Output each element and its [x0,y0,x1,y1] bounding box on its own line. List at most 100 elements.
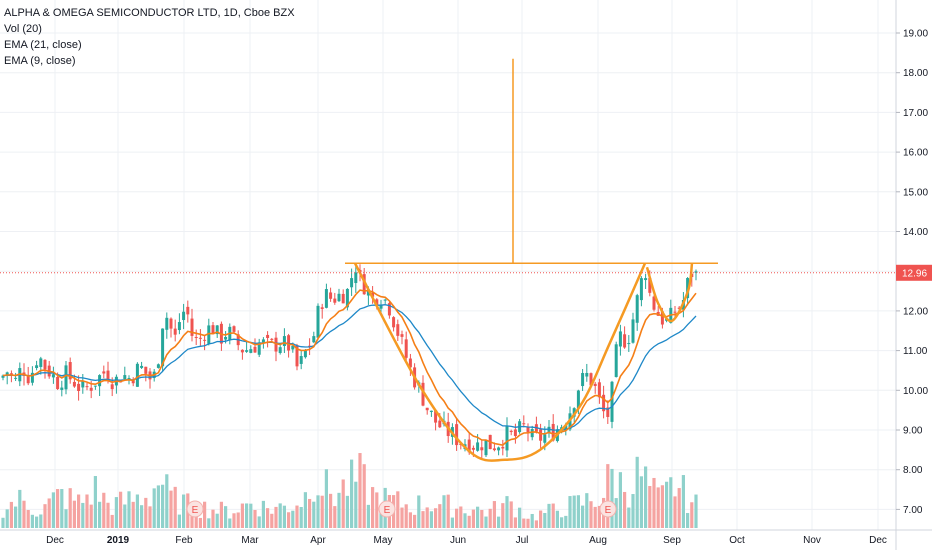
volume-bar [686,513,690,528]
volume-bar [266,508,270,528]
volume-bar [681,475,685,528]
legend-vol[interactable]: Vol (20) [4,23,42,35]
volume-bar [513,517,517,528]
volume-bar [606,464,610,528]
volume-bar [555,510,559,528]
volume-bar [669,477,673,528]
volume-bar [459,506,463,528]
volume-bar [471,509,475,528]
candle-body [14,377,18,379]
volume-bar [81,502,85,528]
volume-bar [18,489,22,528]
handle-curve [645,263,694,323]
candle-body [177,322,181,331]
candle-body [85,386,89,388]
volume-bar [215,513,219,528]
volume-bar [488,508,492,528]
candle-body [564,425,568,431]
candle-body [295,345,299,367]
volume-bar [144,497,148,528]
candle-body [350,278,354,288]
candle-body [572,408,576,417]
volume-bar [631,494,635,528]
price-tick-label: 19.00 [903,29,928,40]
candle-body [434,410,438,423]
candle-body [341,293,345,304]
volume-bar [51,492,55,528]
volume-bar [299,506,303,528]
candle-body [513,429,517,436]
candle-body [530,429,534,438]
ema9-line [2,289,697,446]
earnings-marker-label: E [605,505,612,516]
candle-body [597,382,601,398]
last-price-tag-label: 12.96 [902,268,927,279]
volume-bar [614,498,618,528]
legend-ema9[interactable]: EMA (9, close) [4,55,76,67]
volume-bar [106,502,110,528]
volume-bar [484,516,488,528]
volume-bar [434,508,438,528]
volume-bar [639,476,643,528]
candle-body [509,430,513,433]
candle-body [635,295,639,323]
candlesticks [1,264,698,459]
candle-body [299,356,303,364]
candle-body [257,342,261,355]
candle-body [429,410,433,412]
candle-body [492,448,496,451]
volume-bar [522,518,526,528]
candle-body [694,271,698,273]
candle-body [354,272,358,284]
volume-bar [140,505,144,528]
volume-bar [89,504,93,528]
candle-body [60,387,64,390]
volume-bar [589,501,593,528]
last-price-tag: 12.96 [896,264,932,281]
candle-body [56,376,60,390]
volume-bar [320,495,324,528]
volume-bar [77,494,81,528]
candle-body [623,334,627,348]
volume-bar [585,493,589,528]
volume-bar [26,509,30,528]
candle-body [480,447,484,451]
time-axis[interactable]: Dec 2019 Feb Mar Apr May Jun Jul Aug Sep Oct Nov Dec [46,535,887,546]
volume-bar [404,504,408,528]
candle-body [93,385,97,387]
volume-bar [93,476,97,528]
candle-body [194,336,198,338]
volume-bar [203,501,207,528]
volume-bar [190,513,194,528]
candle-body [282,336,286,347]
price-tick-label: 16.00 [903,148,928,159]
candle-body [135,363,139,387]
candle-body [26,376,30,384]
price-tick-label: 9.00 [903,426,923,437]
volume-bar [547,503,551,528]
candle-body [522,423,526,425]
candle-body [303,349,307,358]
candle-body [89,387,93,391]
candle-body [5,372,9,376]
volume-bar [324,469,328,528]
legend-ema21[interactable]: EMA (21, close) [4,39,82,51]
candle-body [98,375,102,387]
price-tick-label: 14.00 [903,227,928,238]
chart-title[interactable]: ALPHA & OMEGA SEMICONDUCTOR LTD, 1D, Cbo… [4,7,295,19]
volume-bar [9,501,13,528]
volume-bar [492,501,496,528]
candle-body [383,299,387,301]
earnings-marker-icon [599,500,617,518]
volume-bar [505,496,509,528]
volume-bar [358,453,362,528]
volume-bar [341,479,345,528]
time-tick-label: Dec [869,535,887,546]
candle-body [366,289,370,296]
volume-bar [597,505,601,528]
volume-bar [194,515,198,528]
candle-body [324,289,328,308]
volume-bar [98,501,102,528]
candle-body [203,339,207,341]
